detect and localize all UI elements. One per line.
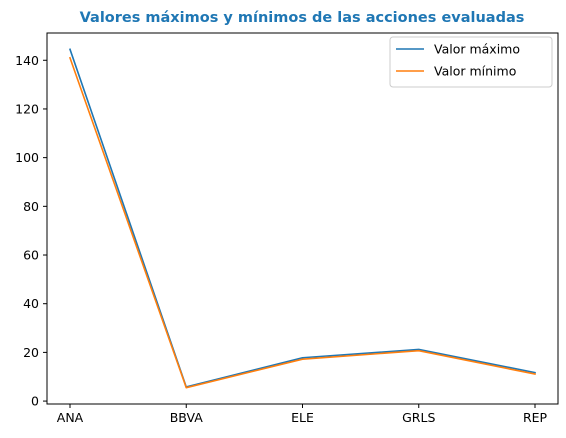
- y-tick-label: 100: [15, 150, 39, 165]
- x-tick-label: BBVA: [170, 410, 204, 425]
- x-tick-label: REP: [523, 410, 548, 425]
- x-tick-label: GRLS: [402, 410, 435, 425]
- y-tick-label: 140: [15, 53, 39, 68]
- legend: Valor máximo Valor mínimo: [390, 37, 552, 87]
- y-tick-label: 20: [23, 345, 39, 360]
- y-tick-label: 0: [31, 394, 39, 409]
- x-tick-label: ELE: [291, 410, 314, 425]
- chart-title: Valores máximos y mínimos de las accione…: [80, 10, 525, 26]
- legend-label: Valor mínimo: [434, 64, 516, 79]
- y-tick-label: 120: [15, 101, 39, 116]
- y-tick-label: 40: [23, 296, 39, 311]
- x-tick-label: ANA: [57, 410, 84, 425]
- legend-label: Valor máximo: [434, 42, 520, 57]
- y-tick-label: 80: [23, 199, 39, 214]
- y-tick-label: 60: [23, 248, 39, 263]
